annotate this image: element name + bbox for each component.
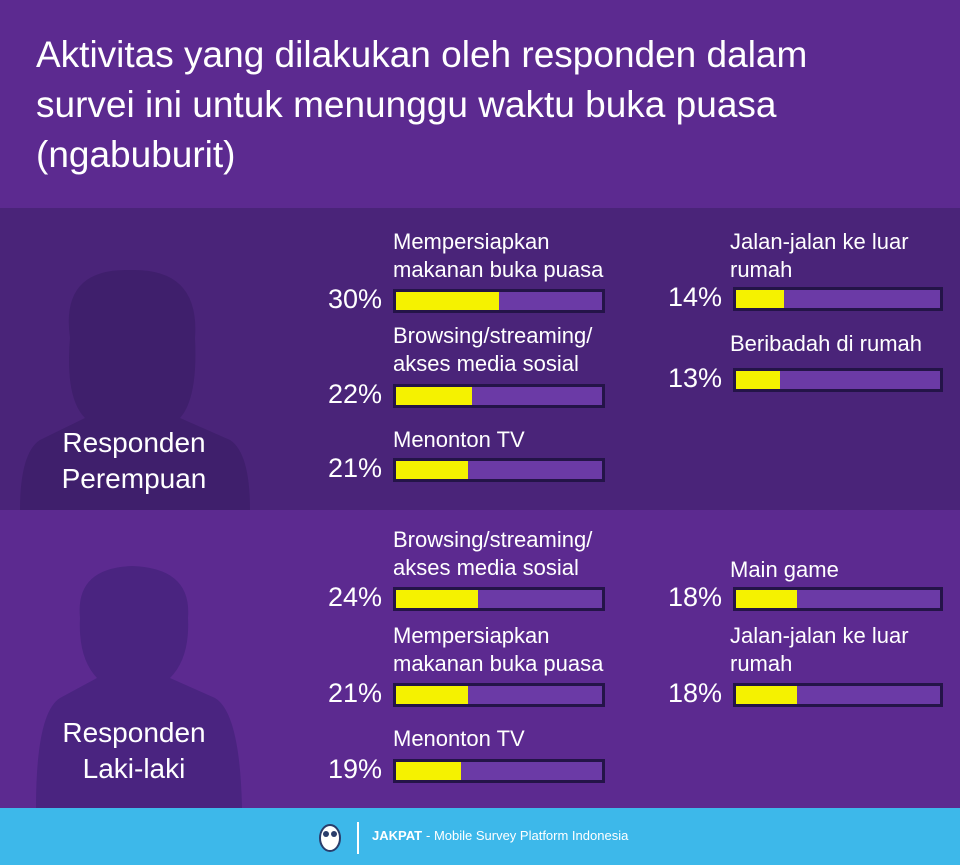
value-label: 21%	[327, 678, 382, 708]
value-label: 30%	[327, 284, 382, 314]
value-label: 18%	[667, 582, 722, 612]
silhouettes	[20, 269, 250, 808]
category-label: Browsing/streaming/ akses media sosial	[393, 527, 593, 580]
brand: JAKPAT	[372, 828, 423, 843]
group-label: Responden Perempuan	[61, 427, 207, 494]
bar	[396, 686, 469, 704]
logo	[319, 822, 359, 854]
value-label: 24%	[327, 582, 382, 612]
bar-track	[393, 458, 605, 482]
bar	[736, 290, 784, 308]
category-label: Jalan-jalan ke luar rumah	[730, 623, 909, 676]
bar-track	[733, 683, 943, 707]
bar-track	[733, 368, 943, 392]
bar	[396, 292, 499, 310]
bar-track	[733, 287, 943, 311]
category-label: Browsing/streaming/ akses media sosial	[393, 323, 593, 376]
value-label: 22%	[327, 379, 382, 409]
value-label: 13%	[667, 363, 722, 393]
title: Aktivitas yang dilakukan oleh responden …	[36, 34, 808, 175]
value-label: 21%	[327, 453, 382, 483]
category-label: Beribadah di rumah	[730, 331, 923, 356]
group-label: Responden Laki-laki	[62, 717, 206, 784]
category-label: Menonton TV	[393, 726, 525, 751]
bar	[396, 762, 462, 780]
bar	[396, 387, 472, 405]
bar-track	[393, 587, 605, 611]
bar-track	[733, 587, 943, 611]
bar	[736, 371, 781, 389]
category-label: Mempersiapkan makanan buka puasa	[393, 623, 604, 676]
bar	[396, 461, 469, 479]
bar-track	[393, 289, 605, 313]
bar	[736, 686, 798, 704]
value-label: 14%	[667, 282, 722, 312]
category-label: Menonton TV	[393, 427, 525, 452]
category-label: Jalan-jalan ke luar rumah	[730, 229, 909, 282]
bar	[396, 590, 479, 608]
tagline: - Mobile Survey Platform Indonesia	[426, 828, 629, 843]
category-label: Main game	[730, 557, 839, 582]
category-label: Mempersiapkan makanan buka puasa	[393, 229, 604, 282]
value-label: 18%	[667, 678, 722, 708]
value-label: 19%	[327, 754, 382, 784]
bar-track	[393, 759, 605, 783]
bar-track	[393, 683, 605, 707]
bar-track	[393, 384, 605, 408]
footer: JAKPAT - Mobile Survey Platform Indonesi…	[0, 808, 960, 865]
bar	[736, 590, 798, 608]
